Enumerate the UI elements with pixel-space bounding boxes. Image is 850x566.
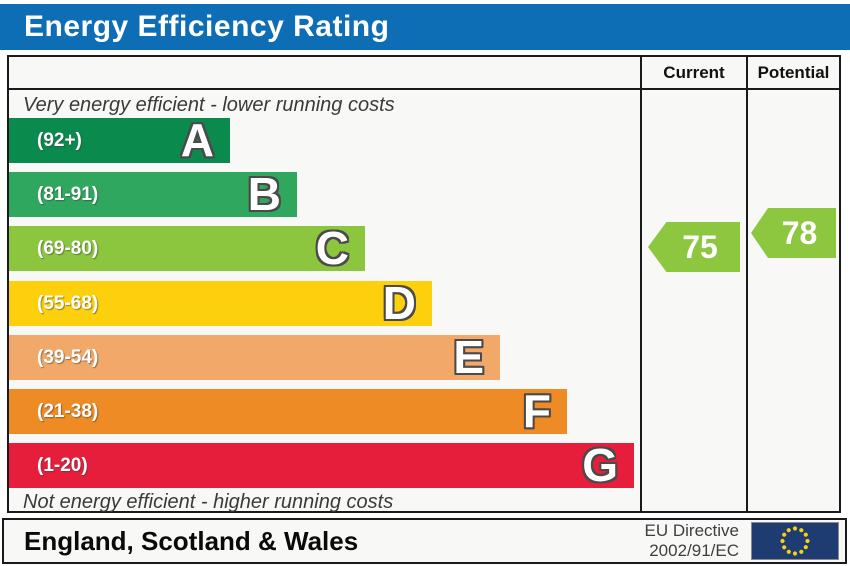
column-header-row — [9, 57, 839, 90]
band-letter-a: A — [180, 113, 214, 166]
eu-flag-stars — [780, 526, 810, 556]
band-row-e: (39-54) E — [9, 330, 500, 383]
potential-column-header: Potential — [757, 62, 830, 82]
band-range-label-g: (1-20) — [37, 454, 88, 476]
current-column-header: Current — [663, 62, 725, 82]
band-row-a: (92+) A — [9, 113, 230, 166]
potential-rating-value: 78 — [781, 214, 818, 251]
top-caption: Very energy efficient - lower running co… — [23, 94, 395, 116]
band-range-label-d: (55-68) — [37, 292, 99, 314]
band-letter-b: B — [247, 167, 281, 220]
band-range-label-f: (21-38) — [37, 400, 99, 422]
potential-rating-arrow: 78 — [751, 208, 836, 258]
title-bar: Energy Efficiency Rating — [0, 4, 850, 50]
region-label: England, Scotland & Wales — [24, 525, 359, 556]
band-letter-e: E — [453, 330, 484, 383]
band-row-g: (1-20) G — [9, 438, 634, 491]
band-letter-c: C — [315, 221, 349, 274]
band-range-label-a: (92+) — [37, 129, 82, 151]
current-column-divider — [640, 57, 642, 511]
potential-column-divider — [746, 57, 748, 511]
band-letter-g: G — [582, 438, 618, 491]
rating-table: Current Potential Very energy efficient … — [7, 55, 841, 513]
band-letter-d: D — [382, 276, 416, 329]
band-row-c: (69-80) C — [9, 221, 365, 274]
band-row-f: (21-38) F — [9, 384, 567, 437]
eu-directive-line2: 2002/91/EC — [649, 541, 739, 560]
band-row-b: (81-91) B — [9, 167, 297, 220]
band-range-label-e: (39-54) — [37, 346, 99, 368]
eu-directive-label: EU Directive 2002/91/EC — [645, 521, 739, 561]
eu-directive-line1: EU Directive — [644, 521, 739, 540]
bottom-caption: Not energy efficient - higher running co… — [23, 491, 394, 513]
band-letter-f: F — [522, 384, 551, 437]
current-rating-value: 75 — [682, 228, 718, 265]
footer-bar: England, Scotland & Wales EU Directive 2… — [2, 518, 847, 564]
band-range-label-c: (69-80) — [37, 237, 99, 259]
band-row-d: (55-68) D — [9, 276, 432, 329]
page-title: Energy Efficiency Rating — [24, 10, 390, 43]
current-rating-arrow: 75 — [648, 222, 740, 272]
band-range-label-b: (81-91) — [37, 183, 99, 205]
eu-flag-icon — [751, 522, 839, 560]
